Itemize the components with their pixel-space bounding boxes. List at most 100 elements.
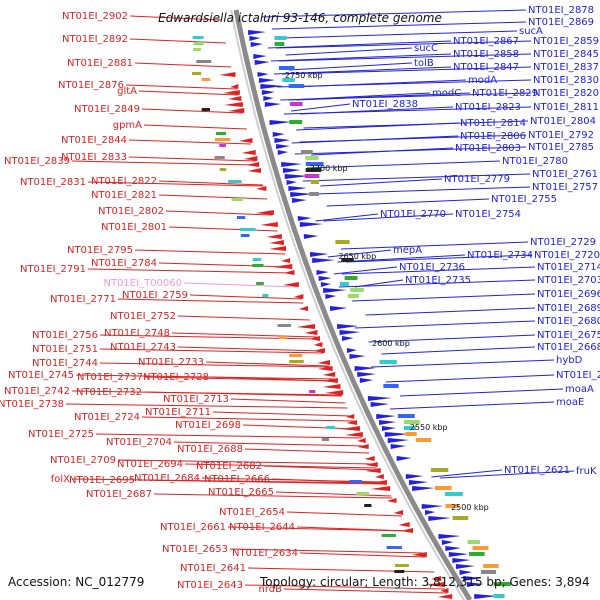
forward-leader-line: [385, 374, 555, 383]
forward-leader-line: [281, 66, 532, 75]
forward-gene-glyph: [367, 396, 392, 401]
reverse-leader-line: [177, 315, 310, 321]
forward-leader-line: [314, 186, 531, 195]
reverse-strand-track: [219, 72, 453, 599]
reverse-leader-line: [129, 38, 227, 44]
forward-gene-label: hybD: [556, 355, 583, 366]
inner-feature-box: [381, 534, 396, 537]
forward-feature-box: [445, 504, 459, 508]
reverse-gene-glyph: [260, 222, 278, 227]
reverse-leader-line: [87, 181, 264, 187]
forward-gene-glyph: [346, 348, 357, 353]
forward-feature-box: [289, 120, 303, 124]
forward-gene-glyph: [466, 582, 484, 587]
inner-feature-box: [192, 36, 204, 39]
forward-gene-label: NT01EI_2837: [533, 62, 599, 73]
forward-gene-glyph: [354, 366, 376, 371]
forward-gene-glyph: [441, 540, 454, 545]
forward-gene-glyph: [249, 36, 261, 41]
forward-feature-box: [430, 468, 449, 472]
reverse-gene-label: NT01EI_2791: [20, 264, 86, 275]
reverse-gene-label: NT01EI_2744: [32, 358, 98, 369]
forward-feature-box: [379, 360, 397, 364]
reverse-gene-label: NT01EI_2881: [67, 58, 133, 69]
inner-feature-box: [240, 234, 250, 237]
forward-gene-glyph: [320, 282, 331, 287]
reverse-gene-glyph: [313, 348, 325, 353]
forward-gene-label: NT01EI_2792: [528, 130, 594, 141]
forward-gene-glyph: [329, 306, 348, 311]
reverse-gene-label: NT01EI_2822: [91, 176, 157, 187]
forward-feature-box: [405, 432, 417, 436]
reverse-leader-line: [128, 156, 256, 162]
reverse-gene-label: NT01EI_2795: [67, 245, 133, 256]
reverse-leader-line: [136, 479, 385, 485]
inner-feature-box: [236, 216, 246, 219]
forward-feature-box: [404, 420, 420, 424]
forward-gene-label: NT01EI_2675: [537, 330, 600, 341]
forward-feature-box: [305, 156, 319, 160]
forward-gene-label: NT01EI_2838: [352, 99, 418, 110]
forward-feature-box: [472, 546, 489, 550]
forward-leader-line: [337, 254, 466, 263]
forward-gene-glyph: [261, 90, 275, 95]
forward-leader-line: [303, 120, 529, 129]
reverse-gene-label: NT01EI_2724: [74, 412, 140, 423]
reverse-leader-line: [75, 374, 335, 380]
forward-gene-label: NT01EI_2703: [537, 275, 600, 286]
forward-leader-line: [285, 47, 413, 56]
reverse-gene-label: NT01EI_2694: [117, 459, 183, 470]
reverse-leader-line: [143, 391, 343, 397]
reverse-gene-label: NT01EI_2687: [86, 489, 152, 500]
forward-gene-glyph: [387, 438, 410, 443]
inner-feature-box: [394, 570, 405, 573]
reverse-leader-line: [205, 361, 329, 367]
forward-leader-line: [261, 9, 527, 18]
reverse-gene-label: NT01EI_2784: [91, 258, 157, 269]
forward-feature-box: [452, 516, 469, 520]
reverse-leader-line: [128, 139, 251, 145]
reverse-gene-glyph: [411, 552, 427, 557]
forward-feature-box: [415, 438, 432, 442]
inner-feature-box: [256, 282, 264, 285]
forward-gene-label: mepA: [393, 245, 422, 256]
forward-gene-label: moaE: [556, 397, 584, 408]
reverse-leader-line: [141, 108, 243, 114]
genome-title: Edwardsiella ictaluri 93-146, complete g…: [158, 11, 442, 25]
forward-gene-glyph: [448, 552, 469, 557]
reverse-gene-glyph: [425, 582, 445, 587]
forward-gene-glyph: [258, 78, 276, 83]
forward-gene-glyph: [337, 324, 359, 329]
reverse-gene-glyph: [393, 510, 404, 515]
reverse-gene-glyph: [322, 384, 341, 389]
inner-feature-box: [239, 228, 256, 231]
reverse-gene-glyph: [230, 84, 239, 89]
reverse-gene-label: NT01EI_T00060: [103, 278, 182, 289]
forward-gene-label: NT01EI_2735: [405, 275, 471, 286]
forward-leader-line: [302, 173, 531, 182]
reverse-gene-glyph: [400, 528, 414, 533]
forward-gene-label: NT01EI_2845: [533, 49, 599, 60]
forward-gene-label: NT01EI_2761: [532, 169, 598, 180]
reverse-gene-glyph: [269, 246, 286, 251]
forward-feature-box: [301, 150, 313, 154]
forward-leader-line: [365, 307, 536, 316]
inner-feature-box: [193, 48, 201, 51]
reverse-leader-line: [158, 194, 268, 200]
forward-leader-line: [323, 213, 454, 222]
forward-gene-glyph: [381, 426, 397, 431]
label-leader-lines: [65, 9, 575, 594]
forward-gene-label: NT01EI_2820: [533, 88, 599, 99]
forward-gene-label: NT01EI_2829: [472, 88, 538, 99]
kbp-tick-label: 2600 kbp: [372, 339, 410, 348]
reverse-gene-label: NT01EI_2698: [175, 420, 241, 431]
forward-feature-box: [469, 552, 485, 556]
forward-feature-box: [397, 414, 415, 418]
forward-leader-line: [270, 53, 452, 62]
reverse-gene-glyph: [266, 234, 282, 239]
forward-gene-label: NT01EI_2804: [530, 116, 596, 127]
forward-feature-box: [341, 258, 354, 262]
reverse-gene-glyph: [255, 210, 274, 215]
reverse-gene-label: NT01EI_2641: [180, 563, 246, 574]
